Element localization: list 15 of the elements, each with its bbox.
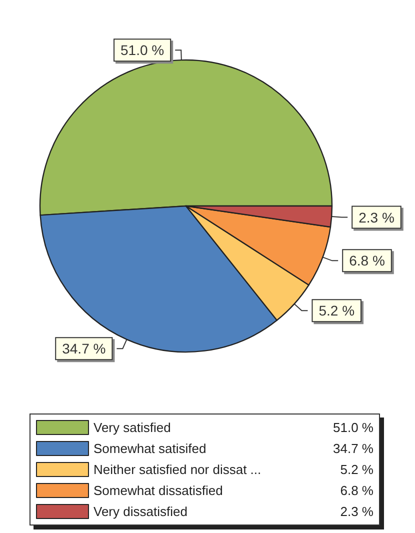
data-label: 6.8 % xyxy=(349,252,385,269)
legend-label: Neither satisfied nor dissat ... xyxy=(94,462,262,477)
legend-label: Very dissatisfied xyxy=(94,504,188,519)
legend-label: Very satisfied xyxy=(94,420,171,435)
data-label: 5.2 % xyxy=(318,302,355,319)
data-label: 2.3 % xyxy=(358,209,394,226)
text: 34.7 % xyxy=(333,441,374,456)
legend-label: Somewhat satisifed xyxy=(94,441,206,456)
text: 6.8 % xyxy=(340,483,374,498)
legend-label: Somewhat dissatisfied xyxy=(94,483,223,498)
text: 51.0 % xyxy=(333,420,374,435)
data-label: 51.0 % xyxy=(120,42,164,58)
data-label: 34.7 % xyxy=(62,340,106,357)
text: 2.3 % xyxy=(340,504,374,519)
text: 5.2 % xyxy=(340,462,374,477)
